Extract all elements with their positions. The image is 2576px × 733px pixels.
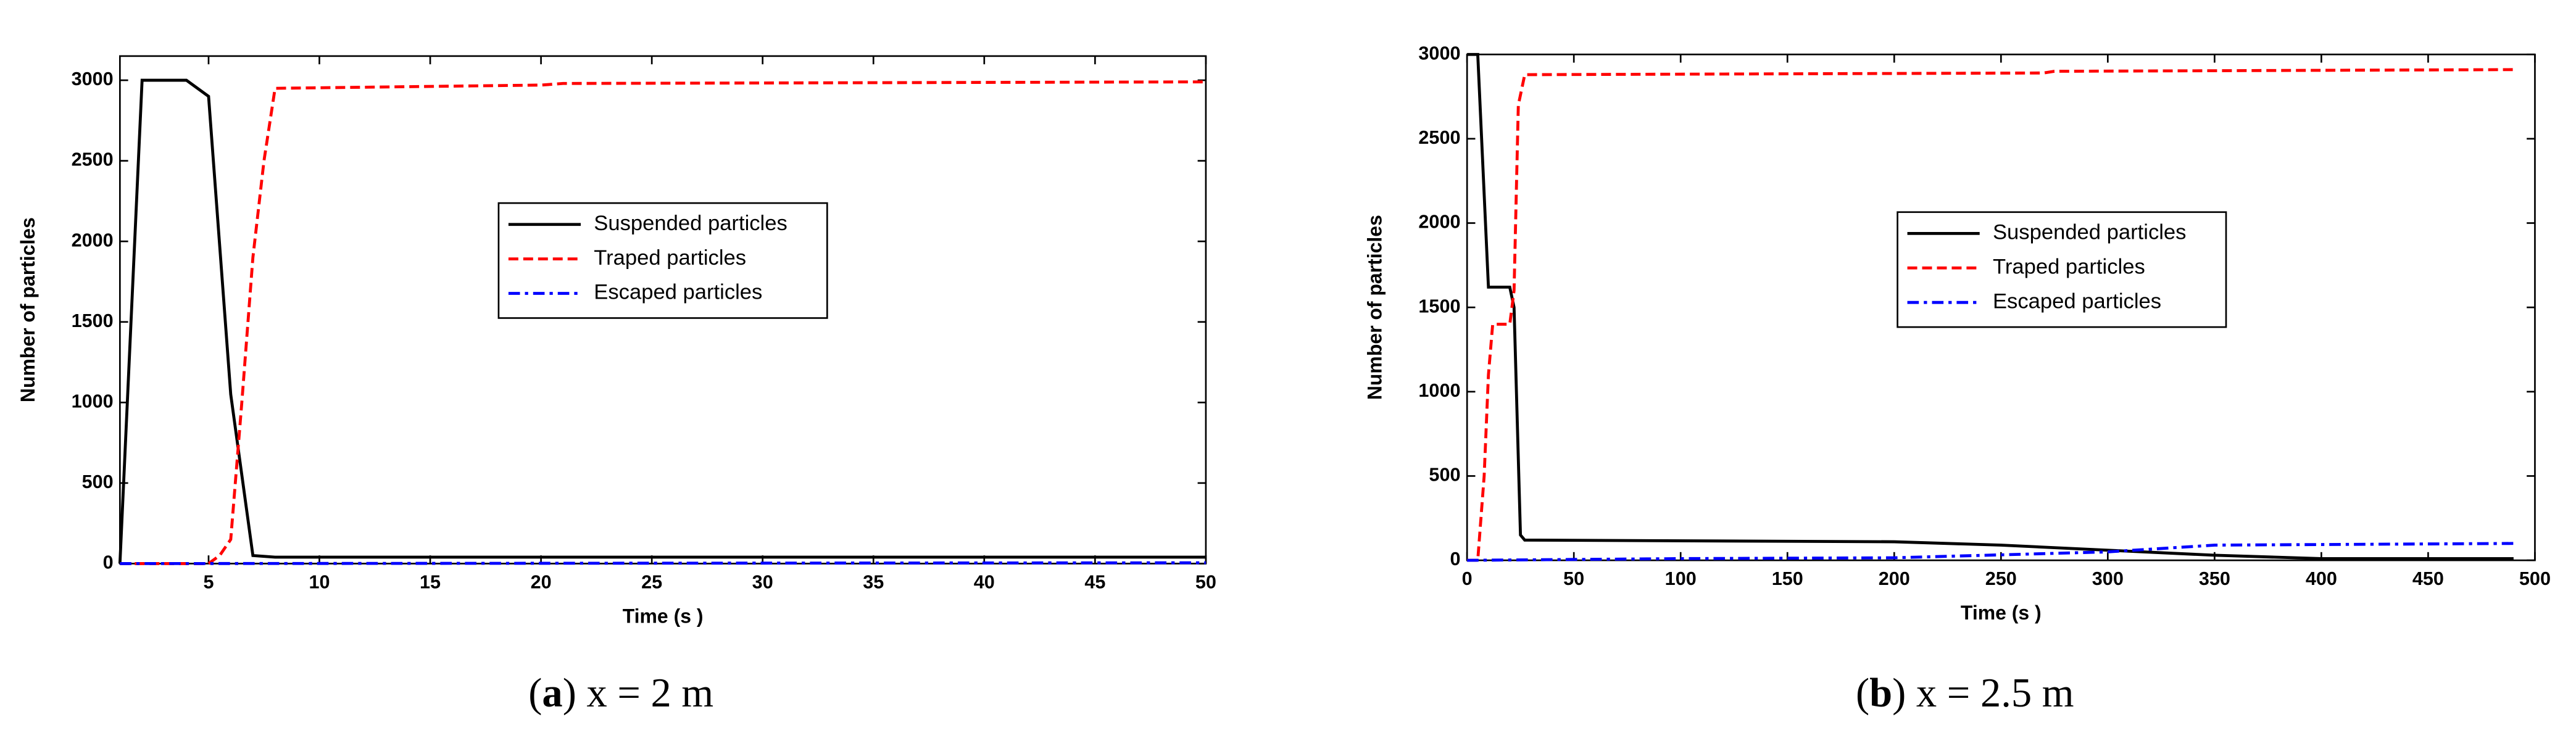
x-tick-label: 200	[1879, 568, 1910, 589]
y-tick-label: 1500	[1418, 296, 1460, 317]
legend-label: Escaped particles	[594, 281, 762, 304]
y-tick-label: 500	[1429, 465, 1460, 486]
legend: Suspended particles Traped particles Escap…	[1897, 211, 2227, 328]
x-tick-label: 45	[1084, 571, 1105, 592]
data-line	[1467, 52, 2514, 560]
y-tick-label: 500	[82, 471, 114, 492]
data-line	[120, 80, 1206, 565]
caption: (a) x = 2 m	[528, 671, 713, 716]
x-tick-label: 300	[2092, 568, 2124, 589]
x-tick-label: 30	[752, 571, 773, 592]
caption-part: ) x = 2 m	[563, 671, 714, 716]
x-tick-label: 400	[2306, 568, 2337, 589]
legend-label: Suspended particles	[594, 212, 787, 235]
x-tick-label: 150	[1772, 568, 1803, 589]
caption-part: (	[1856, 671, 1869, 716]
chart: 0 500 1000 1500 2000 2500 3000 0 50 100 150 200 250 3…	[1364, 43, 2551, 716]
caption-part: (	[528, 671, 542, 716]
x-tick-label: 50	[1195, 571, 1216, 592]
x-tick-label: 40	[974, 571, 995, 592]
y-tick-label: 2500	[72, 149, 114, 170]
chart: 0 500 1000 1500 2000 2500 3000 5 10 15 20 25 30 35 40 4…	[17, 55, 1216, 716]
y-tick-label: 1500	[72, 310, 114, 331]
x-tick-label: 350	[2199, 568, 2230, 589]
x-tick-label: 250	[1985, 568, 2017, 589]
legend-label: Traped particles	[1993, 255, 2145, 278]
y-tick-label: 1000	[72, 391, 114, 412]
y-tick-label: 0	[1450, 549, 1460, 569]
data-line	[1467, 542, 2514, 562]
y-axis-label: Number of particles	[17, 217, 39, 402]
x-tick-label: 35	[863, 571, 884, 592]
x-axis-label: Time (s )	[623, 605, 704, 627]
y-tick-label: 1000	[1418, 380, 1460, 401]
x-tick-label: 50	[1563, 568, 1584, 589]
x-tick-label: 25	[641, 571, 662, 592]
legend-label: Traped particles	[594, 246, 746, 270]
data-line	[118, 78, 1206, 564]
y-tick-label: 3000	[72, 68, 114, 89]
legend-box	[1897, 211, 2227, 328]
y-tick-label: 2000	[1418, 212, 1460, 233]
y-axis-label: Number of particles	[1364, 215, 1386, 400]
legend-label: Escaped particles	[1993, 289, 2161, 313]
y-tick-label: 2000	[72, 230, 114, 251]
legend-label: Suspended particles	[1993, 221, 2186, 244]
data-line	[1467, 68, 2514, 562]
y-tick-label: 3000	[1418, 43, 1460, 64]
y-tick-label: 0	[103, 552, 114, 573]
caption-part: ) x = 2.5 m	[1892, 671, 2074, 716]
y-tick-label: 2500	[1418, 127, 1460, 148]
x-tick-label: 20	[531, 571, 552, 592]
caption-part: b	[1869, 671, 1892, 716]
x-tick-label: 10	[309, 571, 330, 592]
caption: (b) x = 2.5 m	[1856, 671, 2074, 716]
x-tick-label: 5	[203, 571, 214, 592]
x-tick-label: 500	[2519, 568, 2551, 589]
x-tick-label: 15	[420, 571, 441, 592]
legend-box	[497, 202, 828, 319]
x-axis-label: Time (s )	[1961, 602, 2042, 624]
x-tick-label: 100	[1665, 568, 1697, 589]
legend: Suspended particles Traped particles Escap…	[497, 202, 828, 319]
x-tick-label: 0	[1462, 568, 1473, 589]
x-tick-label: 450	[2412, 568, 2444, 589]
caption-part: a	[542, 671, 562, 716]
